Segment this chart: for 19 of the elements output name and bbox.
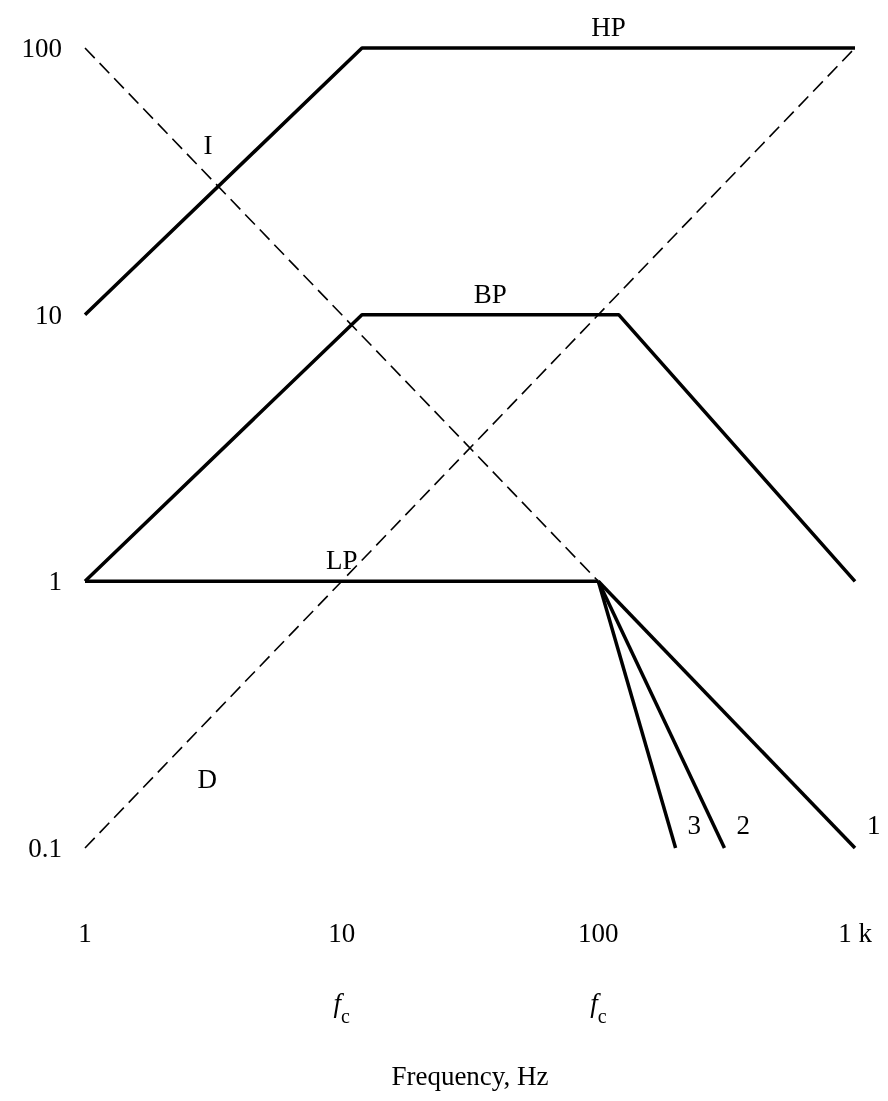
series-label: I	[203, 130, 213, 160]
series-label: 2	[736, 810, 750, 840]
series-label: BP	[473, 278, 507, 309]
x-tick-label: 10	[328, 918, 356, 948]
text: f$_{c}$	[333, 988, 350, 1027]
x-tick-label: 100	[578, 918, 619, 948]
y-tick-label: 10	[35, 299, 62, 330]
series-label: LP	[325, 545, 358, 576]
text: f$_{c}$	[590, 988, 607, 1027]
y-tick-label: 1	[48, 566, 62, 597]
series-label: 3	[687, 810, 702, 840]
series-label: 1	[867, 810, 881, 840]
series-label: HP	[591, 12, 626, 42]
x-tick-label: 1	[78, 918, 92, 948]
y-tick-label: 0.1	[28, 833, 62, 863]
x-tick-label: 1 k	[838, 918, 873, 948]
x-axis-title: Frequency, Hz	[391, 1061, 549, 1091]
y-tick-label: 100	[21, 33, 62, 63]
series-label: D	[197, 764, 217, 794]
